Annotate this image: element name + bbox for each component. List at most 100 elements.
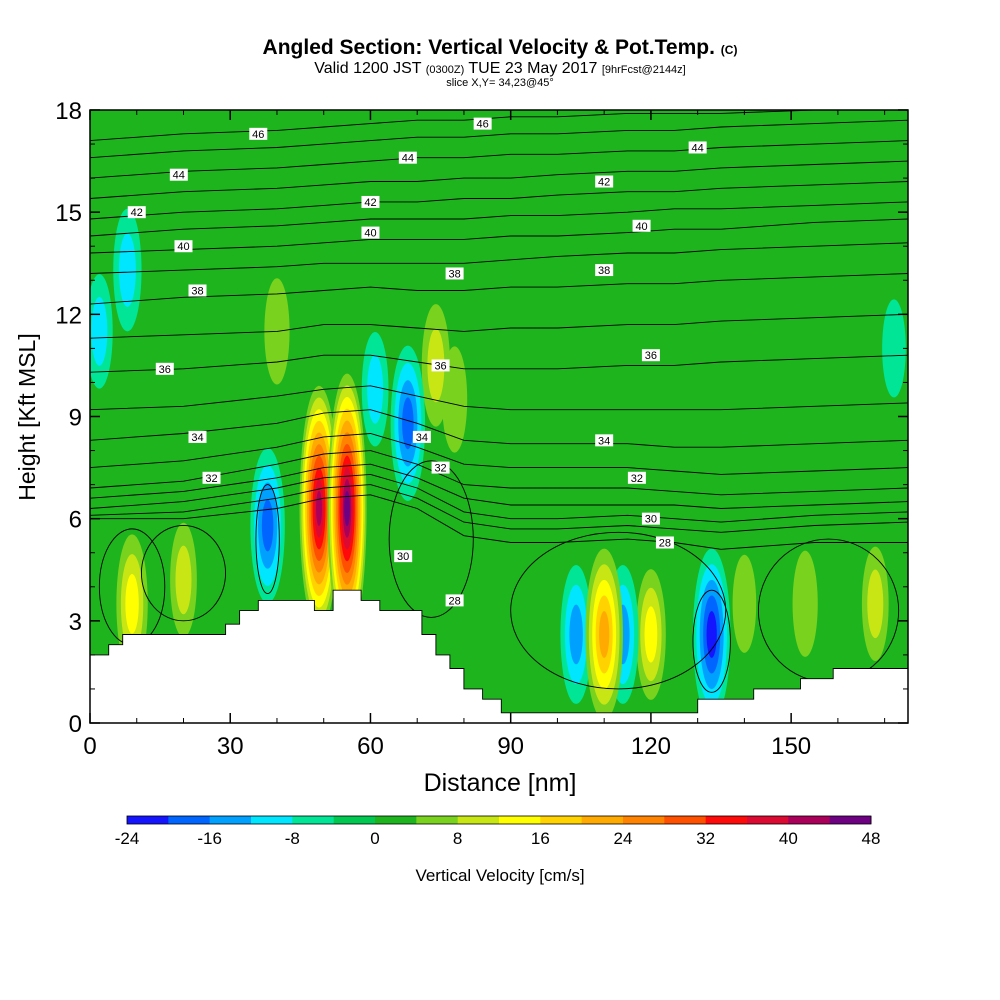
x-tick-label: 0 bbox=[83, 733, 96, 760]
isentrope-line bbox=[90, 473, 908, 523]
title-copyright: (C) bbox=[720, 43, 738, 57]
colorbar-tick-label: 0 bbox=[370, 829, 379, 848]
velocity-cell bbox=[250, 447, 285, 604]
contour-label: 40 bbox=[632, 219, 651, 233]
contour-label: 30 bbox=[641, 512, 660, 526]
contour-label: 36 bbox=[431, 359, 450, 372]
x-tick-label: 120 bbox=[631, 733, 671, 760]
contour-label: 36 bbox=[641, 349, 660, 362]
colorbar-swatch bbox=[457, 816, 500, 824]
velocity-cell bbox=[861, 546, 889, 662]
velocity-band bbox=[91, 297, 108, 366]
velocity-band bbox=[706, 611, 717, 658]
contour-label: 30 bbox=[394, 550, 413, 563]
contour-label-box bbox=[169, 168, 188, 181]
y-tick-label: 9 bbox=[69, 405, 82, 432]
contour-label-box bbox=[688, 141, 707, 154]
isentrope-line bbox=[90, 450, 908, 496]
contour-label-text: 34 bbox=[598, 435, 610, 447]
contour-label-text: 42 bbox=[131, 207, 143, 219]
contour-label: 38 bbox=[445, 267, 464, 280]
colorbar-tick-label: -16 bbox=[197, 829, 222, 848]
isentrope-line bbox=[90, 409, 908, 448]
slice-info: slice X,Y= 34,23@45° bbox=[446, 77, 554, 89]
contour-label: 42 bbox=[361, 195, 380, 209]
terrain-mask bbox=[90, 589, 908, 723]
velocity-cell bbox=[636, 569, 666, 700]
contour-label: 44 bbox=[398, 151, 417, 165]
contour-label-box bbox=[473, 117, 492, 130]
contour-label-box bbox=[445, 267, 464, 280]
colorbar-swatch bbox=[292, 816, 335, 824]
x-tick-label: 90 bbox=[497, 733, 524, 760]
contour-label-box bbox=[127, 206, 146, 219]
contour-label-text: 38 bbox=[598, 265, 610, 277]
contour-label-box bbox=[394, 550, 413, 563]
isentrope-line bbox=[90, 484, 908, 533]
isentrope-line bbox=[90, 385, 908, 411]
valid-date: TUE 23 May 2017 bbox=[468, 60, 598, 77]
colorbar: -24 -16 -8 0 8 16 24 32 40 48 bbox=[115, 815, 880, 848]
colorbar-swatch bbox=[788, 816, 831, 824]
terrain bbox=[90, 589, 908, 723]
contour-label: 42 bbox=[127, 206, 146, 219]
field-background bbox=[90, 110, 908, 723]
velocity-cell bbox=[170, 522, 197, 638]
isentrope-lines bbox=[90, 110, 908, 693]
contour-label-text: 44 bbox=[692, 142, 704, 154]
valid-utc: (0300Z) bbox=[425, 64, 465, 76]
velocity-band bbox=[599, 611, 610, 658]
contour-label-text: 30 bbox=[397, 551, 409, 563]
y-tick-label: 18 bbox=[55, 98, 82, 125]
contour-label-text: 32 bbox=[434, 463, 446, 475]
colorbar-swatch bbox=[829, 816, 872, 824]
velocity-cell bbox=[390, 345, 426, 501]
isentrope-line bbox=[90, 273, 908, 305]
contour-label-text: 40 bbox=[177, 241, 189, 253]
contour-label-box bbox=[249, 127, 268, 140]
contour-label-text: 28 bbox=[448, 595, 460, 607]
x-axis-label: Distance [nm] bbox=[424, 769, 577, 797]
contour-label-box bbox=[174, 240, 193, 253]
contour-label-box bbox=[627, 471, 646, 484]
colorbar-swatch bbox=[499, 816, 541, 824]
contour-label-text: 38 bbox=[191, 285, 203, 297]
contour-label-box bbox=[595, 175, 614, 188]
isentrope-line bbox=[90, 433, 908, 475]
velocity-cell bbox=[585, 548, 623, 721]
velocity-cell bbox=[732, 554, 757, 653]
x-tick-label: 60 bbox=[357, 733, 384, 760]
contour-label-text: 36 bbox=[159, 364, 171, 376]
colorbar-swatch bbox=[540, 816, 583, 824]
y-tick-label: 12 bbox=[55, 302, 82, 329]
contour-line bbox=[510, 531, 727, 690]
velocity-band bbox=[316, 490, 323, 526]
y-tick-label: 15 bbox=[55, 200, 82, 227]
colorbar-tick-label: 32 bbox=[696, 829, 715, 848]
colorbar-label: Vertical Velocity [cm/s] bbox=[415, 866, 584, 885]
velocity-cell bbox=[792, 550, 818, 657]
colorbar-swatch bbox=[168, 816, 211, 824]
colorbar-tick-label: 24 bbox=[614, 829, 633, 848]
colorbar-tick-label: 8 bbox=[453, 829, 462, 848]
isentrope-line bbox=[90, 354, 908, 373]
contour-label-box bbox=[412, 430, 431, 443]
y-tick-label: 0 bbox=[69, 711, 82, 738]
colorbar-tick-label: 40 bbox=[779, 829, 798, 848]
velocity-band bbox=[367, 354, 384, 424]
velocity-cell bbox=[113, 208, 142, 332]
y-tick-label: 3 bbox=[69, 609, 82, 636]
colorbar-tick-label: -24 bbox=[115, 829, 140, 848]
chart-subtitle: Valid 1200 JST (0300Z) TUE 23 May 2017 [… bbox=[0, 60, 1000, 78]
colorbar-swatch bbox=[416, 816, 459, 824]
y-tick-label: 6 bbox=[69, 507, 82, 534]
contour-label: 34 bbox=[412, 430, 431, 444]
contour-label-box bbox=[595, 264, 614, 277]
contour-label-text: 40 bbox=[364, 228, 376, 240]
x-tick-label: 30 bbox=[217, 733, 244, 760]
contour-label-text: 36 bbox=[645, 350, 657, 362]
isentrope-line bbox=[90, 181, 908, 220]
contour-label-text: 42 bbox=[598, 177, 610, 189]
contour-label-text: 30 bbox=[645, 514, 657, 526]
